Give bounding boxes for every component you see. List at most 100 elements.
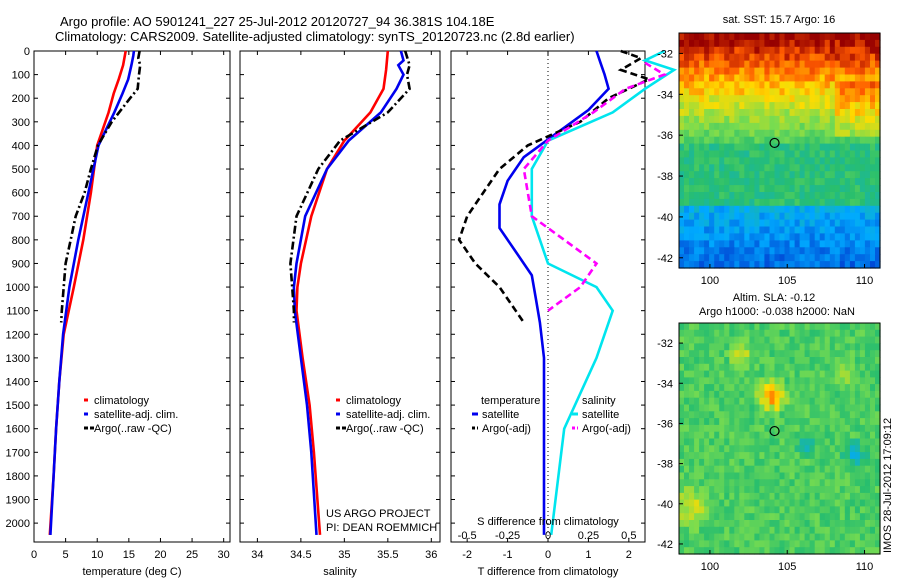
map-cell (744, 53, 750, 62)
map-cell (744, 102, 750, 110)
map-cell (819, 109, 826, 117)
map-cell (784, 363, 791, 372)
map-cell (759, 452, 765, 460)
map-cell (754, 261, 760, 269)
map-cell (689, 60, 695, 69)
map-cell (779, 115, 786, 124)
map-cell (709, 212, 715, 221)
map-cell (839, 261, 846, 269)
map-cell (799, 240, 806, 248)
map-cell (709, 233, 715, 241)
map-cell (864, 458, 871, 467)
map-cell (784, 171, 791, 179)
map-cell (689, 547, 695, 555)
map-cell (809, 390, 816, 399)
map-cell (809, 39, 816, 48)
map-cell (714, 233, 720, 241)
map-cell (809, 212, 816, 221)
map-cell (679, 122, 685, 131)
map-cell (679, 492, 685, 501)
map-cell (734, 198, 740, 207)
map-cell (724, 418, 730, 426)
map-cell (779, 390, 786, 399)
map-cell (724, 547, 730, 555)
map-cell (834, 499, 841, 507)
map-cell (799, 88, 806, 96)
map-cell (834, 350, 841, 358)
map-cell (719, 492, 725, 501)
map-cell (699, 178, 705, 186)
map-cell (854, 129, 861, 138)
map-cell (819, 129, 826, 138)
differences-series-2 (530, 49, 678, 536)
map-cell (684, 492, 690, 501)
map-cell (739, 226, 745, 234)
map-cell (764, 540, 770, 548)
map-cell (870, 33, 876, 41)
map-cell (809, 357, 816, 365)
map-cell (849, 219, 856, 228)
map-cell (814, 336, 821, 344)
map-cell (734, 247, 740, 255)
map-cell (789, 323, 796, 331)
map-cell (864, 390, 871, 399)
map-cell (870, 102, 876, 110)
map-cell (809, 122, 816, 131)
map-cell (789, 171, 796, 179)
map-cell (754, 404, 760, 412)
map-cell (829, 452, 836, 460)
map-cell (774, 343, 781, 351)
map-cell (724, 205, 730, 214)
map-cell (799, 150, 806, 158)
map-cell (689, 150, 695, 158)
map-cell (844, 88, 851, 96)
map-cell (829, 233, 836, 241)
map-cell (689, 431, 695, 440)
map-cell (719, 547, 725, 555)
map-cell (749, 438, 755, 446)
map-cell (734, 499, 740, 507)
map-cell (754, 185, 760, 193)
map-cell (699, 520, 705, 528)
map-cell (784, 254, 791, 262)
map-cell (739, 472, 745, 480)
map-cell (844, 397, 851, 406)
map-cell (849, 506, 856, 514)
map-cell (694, 526, 700, 535)
map-cell (759, 254, 765, 262)
map-cell (694, 205, 700, 214)
map-cell (764, 431, 770, 440)
map-cell (774, 384, 781, 392)
map-cell (819, 192, 826, 200)
map-cell (774, 438, 781, 446)
map-cell (854, 384, 861, 392)
map-cell (779, 533, 786, 541)
map-cell (789, 329, 796, 338)
map-cell (794, 129, 801, 138)
map-cell (804, 102, 811, 110)
map-cell (744, 499, 750, 507)
map-cell (724, 198, 730, 207)
map-cell (739, 171, 745, 179)
map-cell (709, 397, 715, 406)
map-cell (794, 192, 801, 200)
map-cell (824, 418, 831, 426)
map-cell (854, 329, 861, 338)
map-cell (714, 205, 720, 214)
map-cell (704, 547, 710, 555)
map-cell (704, 192, 710, 200)
map-cell (849, 205, 856, 214)
map-cell (839, 458, 846, 467)
map-cell (744, 95, 750, 103)
differences-xtick-label: 2 (626, 549, 632, 561)
differences-xlabel-top: S difference from climatology (477, 516, 619, 528)
map-cell (769, 46, 776, 55)
map-cell (829, 95, 836, 103)
map-cell (739, 486, 745, 494)
map-cell (739, 533, 745, 541)
map-cell (875, 499, 881, 507)
map-cell (744, 445, 750, 453)
map-cell (814, 384, 821, 392)
map-cell (864, 81, 871, 89)
map-cell (734, 458, 740, 467)
